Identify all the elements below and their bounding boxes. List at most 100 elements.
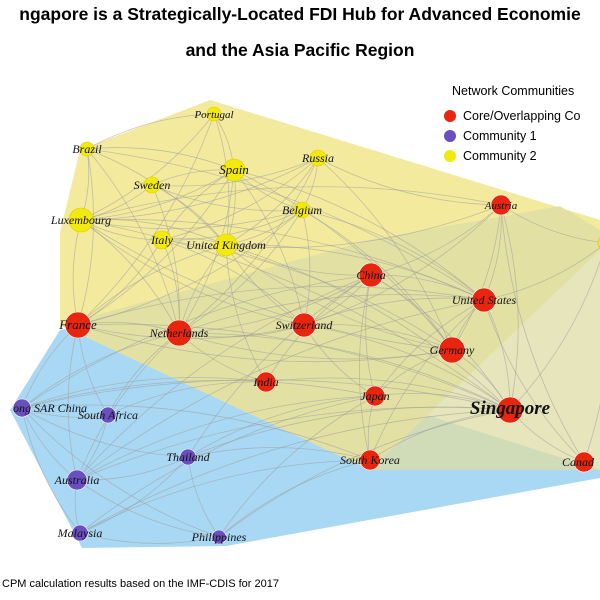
network-edge xyxy=(187,447,371,461)
node-label-pe: Pe xyxy=(599,236,600,250)
network-edge xyxy=(151,184,180,334)
network-edge xyxy=(21,332,180,409)
node-sweden xyxy=(143,176,161,194)
network-edge xyxy=(76,332,180,481)
node-philippines xyxy=(211,529,227,545)
network-edge xyxy=(161,157,319,241)
node-label-luxembourg: Luxembourg xyxy=(50,213,111,227)
network-edge xyxy=(583,403,600,463)
node-label-netherlands: Netherlands xyxy=(149,326,209,340)
network-edge xyxy=(374,299,485,397)
network-edge xyxy=(317,157,502,206)
node-canada xyxy=(573,451,595,473)
legend-item-community2: Community 2 xyxy=(440,146,600,166)
node-label-russia: Russia xyxy=(301,151,334,165)
network-edge xyxy=(151,157,319,187)
network-edge xyxy=(79,395,376,534)
network-edge xyxy=(187,456,220,538)
network-edge xyxy=(225,244,267,383)
node-label-malaysia: Malaysia xyxy=(57,526,103,540)
node-brazil xyxy=(79,141,95,157)
network-edge xyxy=(500,204,600,243)
core-dot-icon xyxy=(444,110,456,122)
node-label-belgium: Belgium xyxy=(282,203,322,217)
node-russia xyxy=(309,149,327,167)
network-edge xyxy=(21,404,371,461)
node-netherlands xyxy=(165,319,193,347)
network-edge xyxy=(218,395,376,538)
network-edge xyxy=(79,456,189,534)
legend-label: Community 2 xyxy=(463,149,537,163)
node-label-australia: Australia xyxy=(54,473,100,487)
network-edge xyxy=(77,148,94,326)
node-india xyxy=(255,371,277,393)
network-edge xyxy=(187,395,376,458)
node-label-france: France xyxy=(58,317,97,332)
legend-item-core: Core/Overlapping Co xyxy=(440,106,600,126)
network-edge xyxy=(178,157,319,334)
node-portugal xyxy=(206,106,222,122)
network-edge xyxy=(76,479,220,538)
network-edge xyxy=(76,395,376,481)
network-edge xyxy=(483,299,585,463)
network-edge xyxy=(265,377,511,411)
network-edge xyxy=(233,169,305,326)
network-edge xyxy=(86,148,485,301)
network-edge xyxy=(218,459,371,538)
network-edge xyxy=(370,274,485,301)
network-edge xyxy=(178,294,485,334)
network-edge xyxy=(79,532,220,544)
node-singapore xyxy=(496,396,524,424)
network-edge xyxy=(80,186,502,221)
network-edge xyxy=(86,113,215,150)
network-edge xyxy=(77,244,227,326)
network-edge xyxy=(225,244,372,276)
network-edge xyxy=(21,380,376,409)
node-belgium xyxy=(293,201,311,219)
network-edge xyxy=(218,409,511,538)
network-edge xyxy=(76,456,189,481)
node-label-canada: Canad xyxy=(562,455,595,469)
network-edge xyxy=(80,219,511,411)
network-edge xyxy=(233,169,485,301)
network-edge xyxy=(365,274,376,397)
network-edge xyxy=(451,204,502,351)
node-label-brazil: Brazil xyxy=(72,142,102,156)
network-edge xyxy=(21,274,372,409)
node-southafrica xyxy=(99,406,117,424)
network-edge xyxy=(301,209,485,301)
chart-title-line-1: ngapore is a Strategically-Located FDI H… xyxy=(19,4,581,24)
network-edge xyxy=(370,204,502,276)
node-label-thailand: Thailand xyxy=(166,450,210,464)
node-label-southafrica: South Africa xyxy=(78,408,138,422)
node-china xyxy=(358,262,384,288)
node-uk xyxy=(214,233,238,257)
network-edge xyxy=(359,274,372,461)
network-edge xyxy=(21,407,189,458)
network-edge xyxy=(80,157,319,221)
network-edge xyxy=(509,260,600,411)
node-southkorea xyxy=(359,449,381,471)
network-edge xyxy=(483,247,600,301)
network-edge xyxy=(303,324,511,411)
node-australia xyxy=(66,469,88,491)
network-edge xyxy=(86,148,227,246)
node-thailand xyxy=(179,448,197,466)
network-edge xyxy=(151,184,303,212)
network-edge xyxy=(80,219,453,351)
node-austria xyxy=(490,194,512,216)
network-edge xyxy=(178,274,372,334)
network-edge xyxy=(225,204,502,248)
network-edge xyxy=(161,209,303,241)
network-edge xyxy=(303,204,502,326)
network-edge xyxy=(178,209,303,334)
chart-title-line-2: and the Asia Pacific Region xyxy=(185,40,415,60)
node-spain xyxy=(222,158,246,182)
node-label-us: United States xyxy=(452,293,517,307)
network-nodes: Portugal Brazil Russia Sweden Spain Luxembour… xyxy=(12,106,600,545)
network-edge xyxy=(187,274,372,458)
node-label-philippines: Philippines xyxy=(191,530,247,544)
network-edge xyxy=(21,407,220,538)
community1-dot-icon xyxy=(444,130,456,142)
